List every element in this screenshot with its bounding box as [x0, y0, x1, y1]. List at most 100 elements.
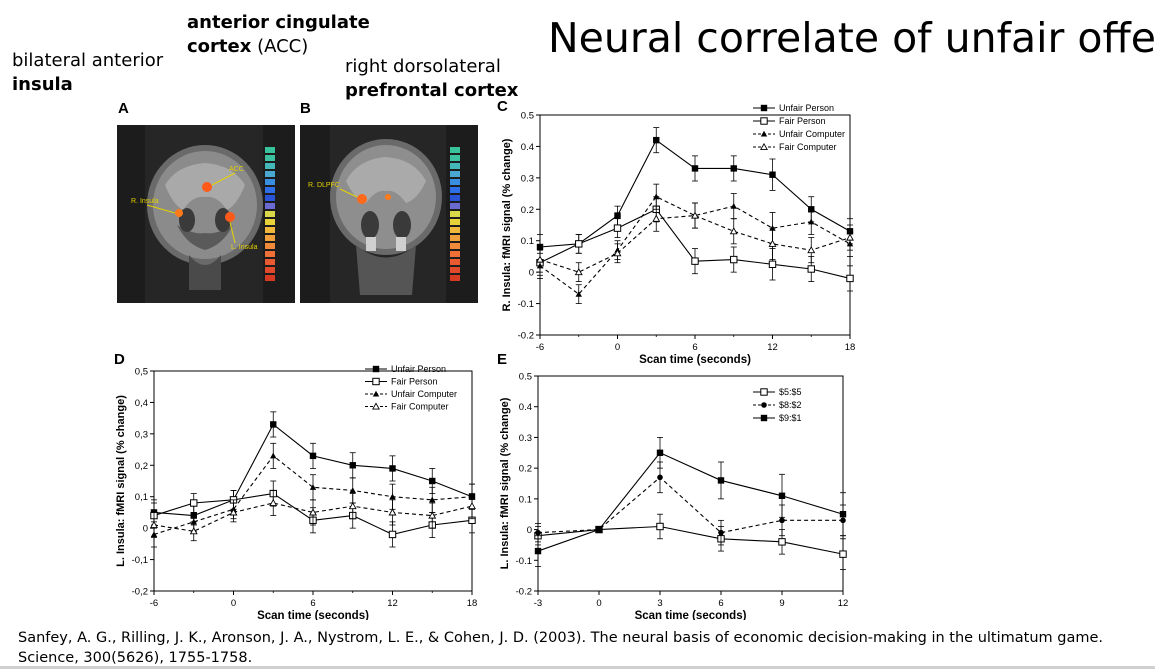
data-point — [779, 517, 785, 524]
data-point — [575, 290, 582, 297]
y-tick-label: -0.1 — [516, 556, 532, 567]
acc-label-line1: anterior cingulate — [187, 12, 370, 33]
legend-marker — [372, 402, 380, 410]
acc-label-bold: cortex — [187, 36, 252, 57]
data-point — [808, 218, 815, 225]
data-point — [429, 477, 436, 485]
data-point — [656, 449, 664, 456]
annotation-acc: ACC — [229, 166, 244, 173]
x-tick-label: 6 — [718, 598, 723, 609]
data-point — [348, 502, 357, 510]
insula-label: bilateral anterior insula — [12, 49, 163, 97]
data-point — [768, 239, 777, 247]
legend-label: Fair Person — [391, 377, 438, 387]
data-point — [309, 484, 317, 490]
data-point — [846, 274, 854, 283]
insula-label-line2: insula — [12, 74, 73, 95]
y-tick-label: -0.1 — [518, 299, 534, 310]
data-point — [717, 477, 725, 484]
series-line — [537, 476, 843, 534]
data-point — [388, 508, 397, 516]
legend-label: Unfair Computer — [779, 129, 845, 139]
series-3 — [536, 202, 854, 282]
legend-marker — [760, 104, 768, 112]
series-2 — [536, 183, 854, 304]
legend-marker — [372, 390, 380, 397]
legend-marker — [760, 388, 768, 396]
data-point — [778, 492, 786, 499]
panel-b-mri-image: R. DLPFC — [300, 125, 478, 303]
data-point — [613, 249, 622, 257]
dlpfc-label-line1: right dorsolateral — [345, 56, 501, 77]
x-tick-label: 12 — [838, 598, 849, 609]
insula-label-line1: bilateral anterior — [12, 50, 164, 71]
legend-label: Fair Person — [779, 116, 826, 126]
slide-title: Neural correlate of unfair offer — [548, 14, 1155, 62]
panel-a-letter: A — [118, 100, 129, 117]
data-point — [730, 165, 737, 172]
y-tick-label: 0.1 — [519, 494, 532, 505]
dlpfc-label: right dorsolateral prefrontal cortex — [345, 55, 518, 103]
series-2 — [534, 437, 847, 567]
data-point — [389, 493, 396, 500]
legend-marker — [760, 142, 768, 151]
legend-marker — [372, 365, 380, 373]
y-tick-label: 0.3 — [521, 173, 534, 184]
data-point — [270, 452, 277, 459]
data-point — [534, 547, 542, 555]
data-point — [429, 496, 436, 503]
y-axis-label: R. Insula: fMRI signal (% change) — [501, 138, 513, 311]
data-point — [189, 527, 198, 535]
data-point — [388, 530, 397, 539]
data-point — [778, 538, 786, 546]
data-point — [575, 240, 583, 248]
x-tick-label: 0 — [231, 598, 236, 609]
data-point — [389, 465, 396, 472]
y-tick-label: -0.2 — [518, 331, 534, 342]
data-point — [769, 171, 776, 178]
data-point — [656, 522, 664, 531]
data-point — [349, 462, 356, 469]
x-axis-label: Scan time (seconds) — [635, 610, 747, 620]
y-tick-label: 0.1 — [521, 236, 534, 247]
data-point — [150, 520, 158, 529]
x-tick-label: 0 — [596, 598, 601, 609]
x-tick-label: -6 — [150, 598, 158, 609]
slide-bottom-divider — [0, 666, 1155, 669]
legend-label: $8:$2 — [779, 400, 802, 410]
y-tick-label: 0.5 — [521, 111, 534, 122]
data-point — [718, 529, 724, 536]
y-tick-label: 0,5 — [135, 367, 148, 378]
panel-d-letter: D — [114, 351, 125, 368]
panel-c-letter: C — [497, 98, 508, 115]
legend-marker — [761, 402, 767, 408]
dlpfc-label-line2: prefrontal cortex — [345, 80, 519, 101]
legend-marker — [372, 377, 380, 386]
legend-label: Fair Computer — [779, 142, 837, 152]
data-point — [846, 233, 854, 241]
legend-label: Unfair Computer — [391, 389, 457, 399]
legend: Unfair Person Fair Person Unfair Computer F… — [365, 364, 457, 412]
y-tick-label: 0.5 — [519, 372, 532, 383]
data-point — [652, 214, 661, 222]
plot-frame — [537, 375, 844, 592]
legend-marker — [760, 117, 768, 125]
data-point — [839, 550, 847, 558]
y-tick-label: 0,4 — [135, 398, 148, 409]
data-point — [309, 452, 317, 460]
y-axis-label: L. Insula: fMRI signal (% change) — [499, 397, 511, 569]
y-tick-label: 0.4 — [521, 142, 534, 153]
citation-line2: Science, 300(5626), 1755-1758. — [18, 650, 253, 666]
legend-label: Unfair Person — [391, 364, 446, 374]
y-tick-label: -0,1 — [132, 555, 148, 566]
series-3 — [150, 490, 476, 542]
data-point — [657, 474, 663, 481]
data-point — [691, 211, 699, 219]
y-tick-label: 0.2 — [519, 464, 532, 475]
x-tick-label: -6 — [536, 342, 544, 353]
series-line — [539, 215, 851, 273]
legend-marker — [760, 414, 768, 422]
data-point — [349, 487, 356, 493]
annotation-l-insula: L. Insula — [231, 244, 258, 251]
x-tick-label: -3 — [534, 598, 542, 609]
